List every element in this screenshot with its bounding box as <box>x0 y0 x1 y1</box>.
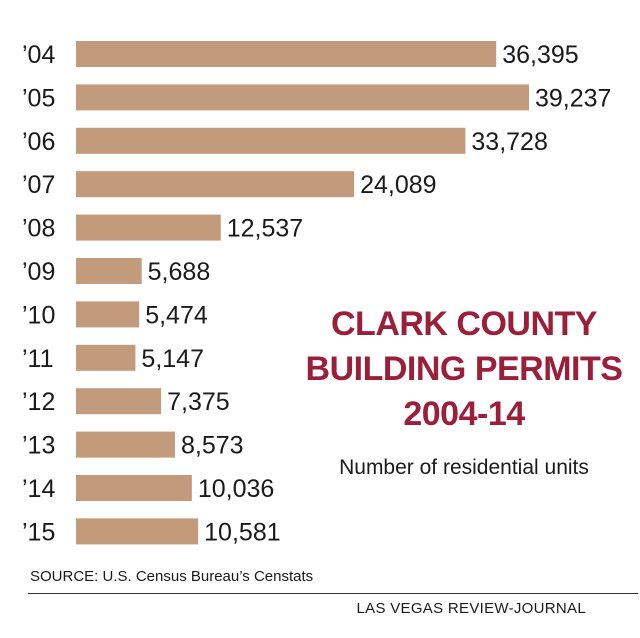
value-label: 8,573 <box>181 432 244 460</box>
title-line-1: CLARK COUNTY <box>331 305 597 343</box>
value-label: 5,474 <box>145 301 208 329</box>
bar-chart: ’04 36,395 ’05 39,237 ’06 33,728 ’07 24,089 ’08 1… <box>22 41 611 546</box>
publisher-credit: LAS VEGAS REVIEW-JOURNAL <box>356 600 586 617</box>
value-label: 10,581 <box>204 518 280 546</box>
chart-title: CLARK COUNTY BUILDING PERMITS 2004-14 <box>300 302 628 437</box>
title-line-3: 2004-14 <box>403 395 525 433</box>
year-label: ’04 <box>22 41 55 69</box>
value-label: 5,688 <box>148 258 211 286</box>
chart-subtitle: Number of residential units <box>339 456 589 479</box>
year-label: ’11 <box>22 345 54 373</box>
year-label: ’13 <box>22 432 55 460</box>
year-label: ’06 <box>22 128 55 156</box>
year-label: ’15 <box>22 518 55 546</box>
value-label: 12,537 <box>227 215 303 243</box>
value-label: 39,237 <box>535 84 611 112</box>
value-label: 5,147 <box>141 345 204 373</box>
year-label: ’08 <box>22 215 55 243</box>
bar <box>76 171 355 198</box>
year-label: ’12 <box>22 388 55 416</box>
year-label: ’05 <box>22 84 55 112</box>
bar <box>76 301 140 328</box>
year-label: ’14 <box>22 475 55 503</box>
value-label: 33,728 <box>471 128 547 156</box>
bar <box>76 518 199 545</box>
bar <box>76 127 466 154</box>
value-label: 7,375 <box>167 388 230 416</box>
bar <box>76 258 142 284</box>
bar <box>76 214 221 241</box>
value-label: 24,089 <box>360 171 436 199</box>
value-label: 10,036 <box>198 475 274 503</box>
source-note: SOURCE: U.S. Census Bureau’s Censtats <box>30 568 314 585</box>
bar <box>76 431 175 458</box>
year-label: ’09 <box>22 258 55 286</box>
value-label: 36,395 <box>502 41 578 69</box>
footer-divider <box>28 593 638 594</box>
bar <box>76 41 497 67</box>
bar <box>76 388 162 415</box>
bar <box>76 84 529 111</box>
bar <box>76 475 192 501</box>
title-line-2: BUILDING PERMITS <box>305 350 623 388</box>
bar <box>76 344 136 371</box>
year-label: ’10 <box>22 301 55 329</box>
year-label: ’07 <box>22 171 55 199</box>
